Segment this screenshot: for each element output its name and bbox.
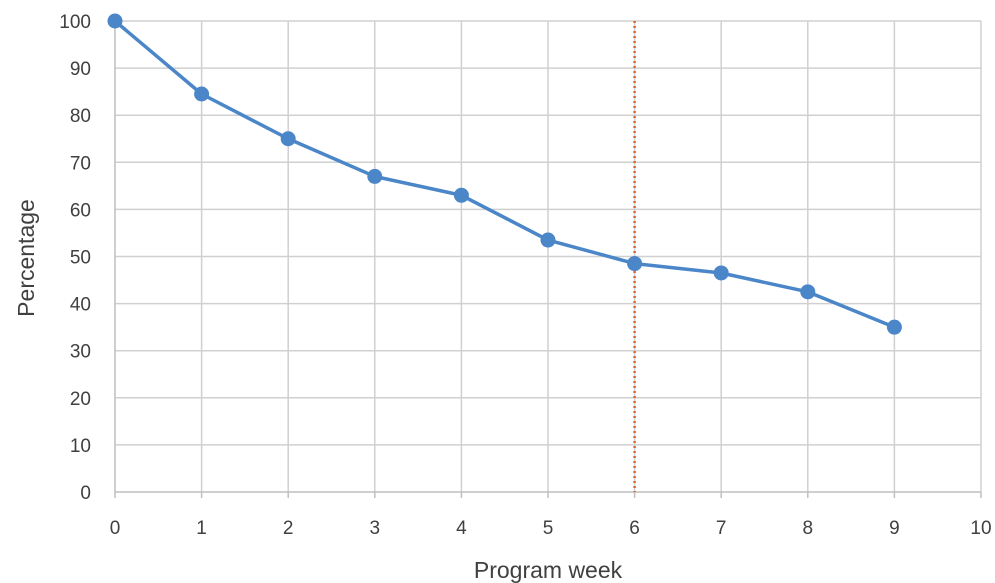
- y-tick-label: 100: [59, 12, 91, 33]
- x-tick-label: 5: [543, 518, 554, 539]
- data-point: [280, 131, 296, 147]
- x-tick-label: 0: [110, 518, 121, 539]
- x-tick-label: 10: [970, 518, 991, 539]
- data-point: [886, 319, 902, 335]
- y-tick-label: 80: [70, 106, 91, 127]
- x-tick-label: 7: [716, 518, 727, 539]
- y-tick-label: 70: [70, 153, 91, 174]
- y-tick-label: 20: [70, 389, 91, 410]
- data-point: [453, 187, 469, 203]
- y-tick-label: 60: [70, 200, 91, 221]
- y-axis-title: Percentage: [13, 199, 39, 317]
- x-tick-label: 1: [196, 518, 207, 539]
- x-tick-label: 8: [803, 518, 814, 539]
- x-tick-label: 3: [370, 518, 381, 539]
- y-tick-label: 30: [70, 342, 91, 363]
- y-tick-label: 0: [80, 483, 91, 504]
- data-point: [540, 232, 556, 248]
- x-axis-title: Program week: [474, 557, 623, 583]
- x-tick-label: 6: [629, 518, 640, 539]
- data-series: [107, 13, 902, 335]
- x-tick-label: 9: [889, 518, 900, 539]
- y-axis-tick-labels: 0 10 20 30 40 50 60 70 80 90 100: [59, 12, 91, 504]
- data-point: [107, 13, 123, 29]
- x-tick-label: 4: [456, 518, 467, 539]
- data-point: [194, 86, 210, 102]
- y-tick-label: 90: [70, 59, 91, 80]
- data-point: [713, 265, 729, 281]
- y-tick-label: 40: [70, 295, 91, 316]
- y-tick-label: 10: [70, 436, 91, 457]
- axes: [114, 21, 982, 498]
- x-axis-tick-labels: 0 1 2 3 4 5 6 7 8 9 10: [110, 518, 992, 539]
- data-point: [627, 256, 643, 272]
- y-tick-label: 50: [70, 248, 91, 269]
- series-line: [113, 19, 897, 329]
- x-tick-label: 2: [283, 518, 294, 539]
- data-point: [367, 168, 383, 184]
- data-point: [800, 284, 816, 300]
